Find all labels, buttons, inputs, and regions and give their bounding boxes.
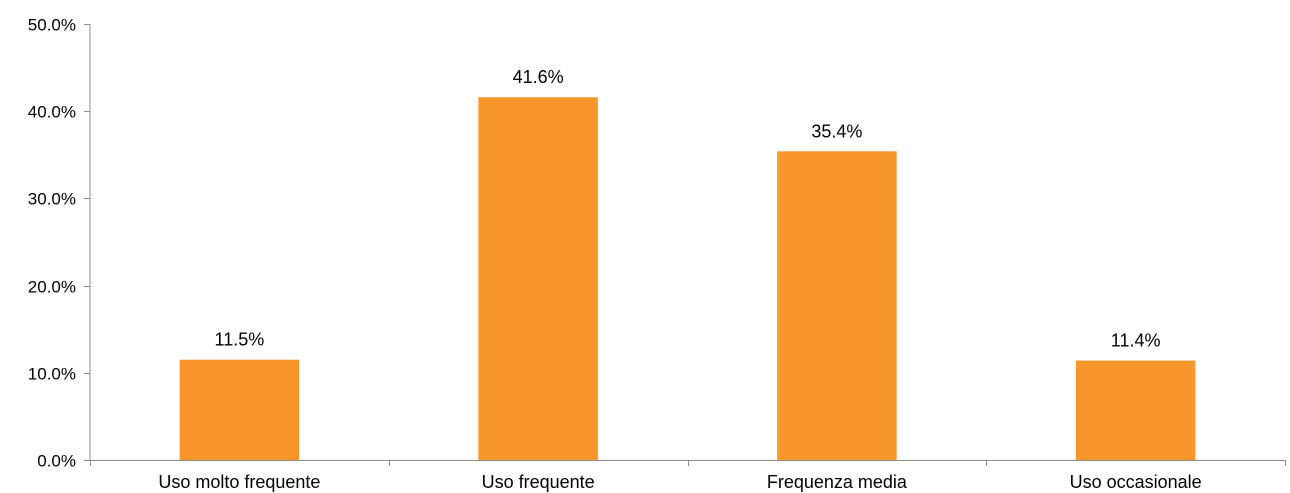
bar-value-label: 11.5% xyxy=(215,330,265,350)
data-labels: 11.5% 41.6% 35.4% 11.4% xyxy=(215,67,1161,350)
y-tick-label: 10.0% xyxy=(28,365,76,384)
y-tick-label: 50.0% xyxy=(28,16,76,35)
y-tick-label: 20.0% xyxy=(28,278,76,297)
bar-value-label: 41.6% xyxy=(513,67,564,87)
bars xyxy=(179,97,1196,461)
x-axis xyxy=(90,460,1286,466)
x-category-label: Uso frequente xyxy=(482,472,595,492)
x-category-label: Uso occasionale xyxy=(1070,472,1202,492)
category-labels: Uso molto frequente Uso frequente Frequenz… xyxy=(158,472,1201,492)
x-category-label: Frequenza media xyxy=(767,472,908,492)
y-axis: 0.0% 10.0% 20.0% 30.0% 40.0% 50.0% xyxy=(28,16,91,471)
y-tick-label: 30.0% xyxy=(28,190,76,209)
bar-value-label: 11.4% xyxy=(1111,331,1161,351)
bar xyxy=(777,151,897,460)
y-tick-label: 0.0% xyxy=(37,452,76,471)
y-tick-label: 40.0% xyxy=(28,103,76,122)
bar xyxy=(179,359,300,460)
bar xyxy=(478,97,598,461)
bar xyxy=(1075,360,1196,460)
bar-value-label: 35.4% xyxy=(811,121,862,141)
x-category-label: Uso molto frequente xyxy=(158,472,320,492)
